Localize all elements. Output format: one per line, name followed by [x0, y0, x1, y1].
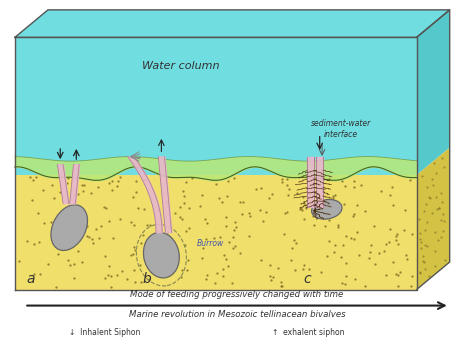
Polygon shape [15, 37, 417, 175]
Ellipse shape [51, 205, 88, 251]
Text: b: b [143, 272, 151, 286]
Text: Burrow: Burrow [197, 239, 224, 248]
Text: ↑  exhalent siphon: ↑ exhalent siphon [272, 328, 344, 337]
Ellipse shape [311, 200, 342, 219]
Polygon shape [417, 148, 450, 290]
Polygon shape [15, 175, 417, 290]
Text: ↓  Inhalent Siphon: ↓ Inhalent Siphon [69, 328, 140, 337]
Ellipse shape [144, 232, 179, 278]
Polygon shape [417, 10, 450, 175]
Text: Marine revolution in Mesozoic tellinacean bivalves: Marine revolution in Mesozoic tellinacea… [128, 310, 346, 319]
Text: sediment-water
interface: sediment-water interface [311, 120, 371, 139]
Text: Water column: Water column [142, 61, 219, 71]
Text: c: c [303, 272, 311, 286]
Text: Mode of feeding progressively changed with time: Mode of feeding progressively changed wi… [130, 290, 344, 299]
Text: a: a [27, 272, 35, 286]
Polygon shape [15, 10, 450, 37]
